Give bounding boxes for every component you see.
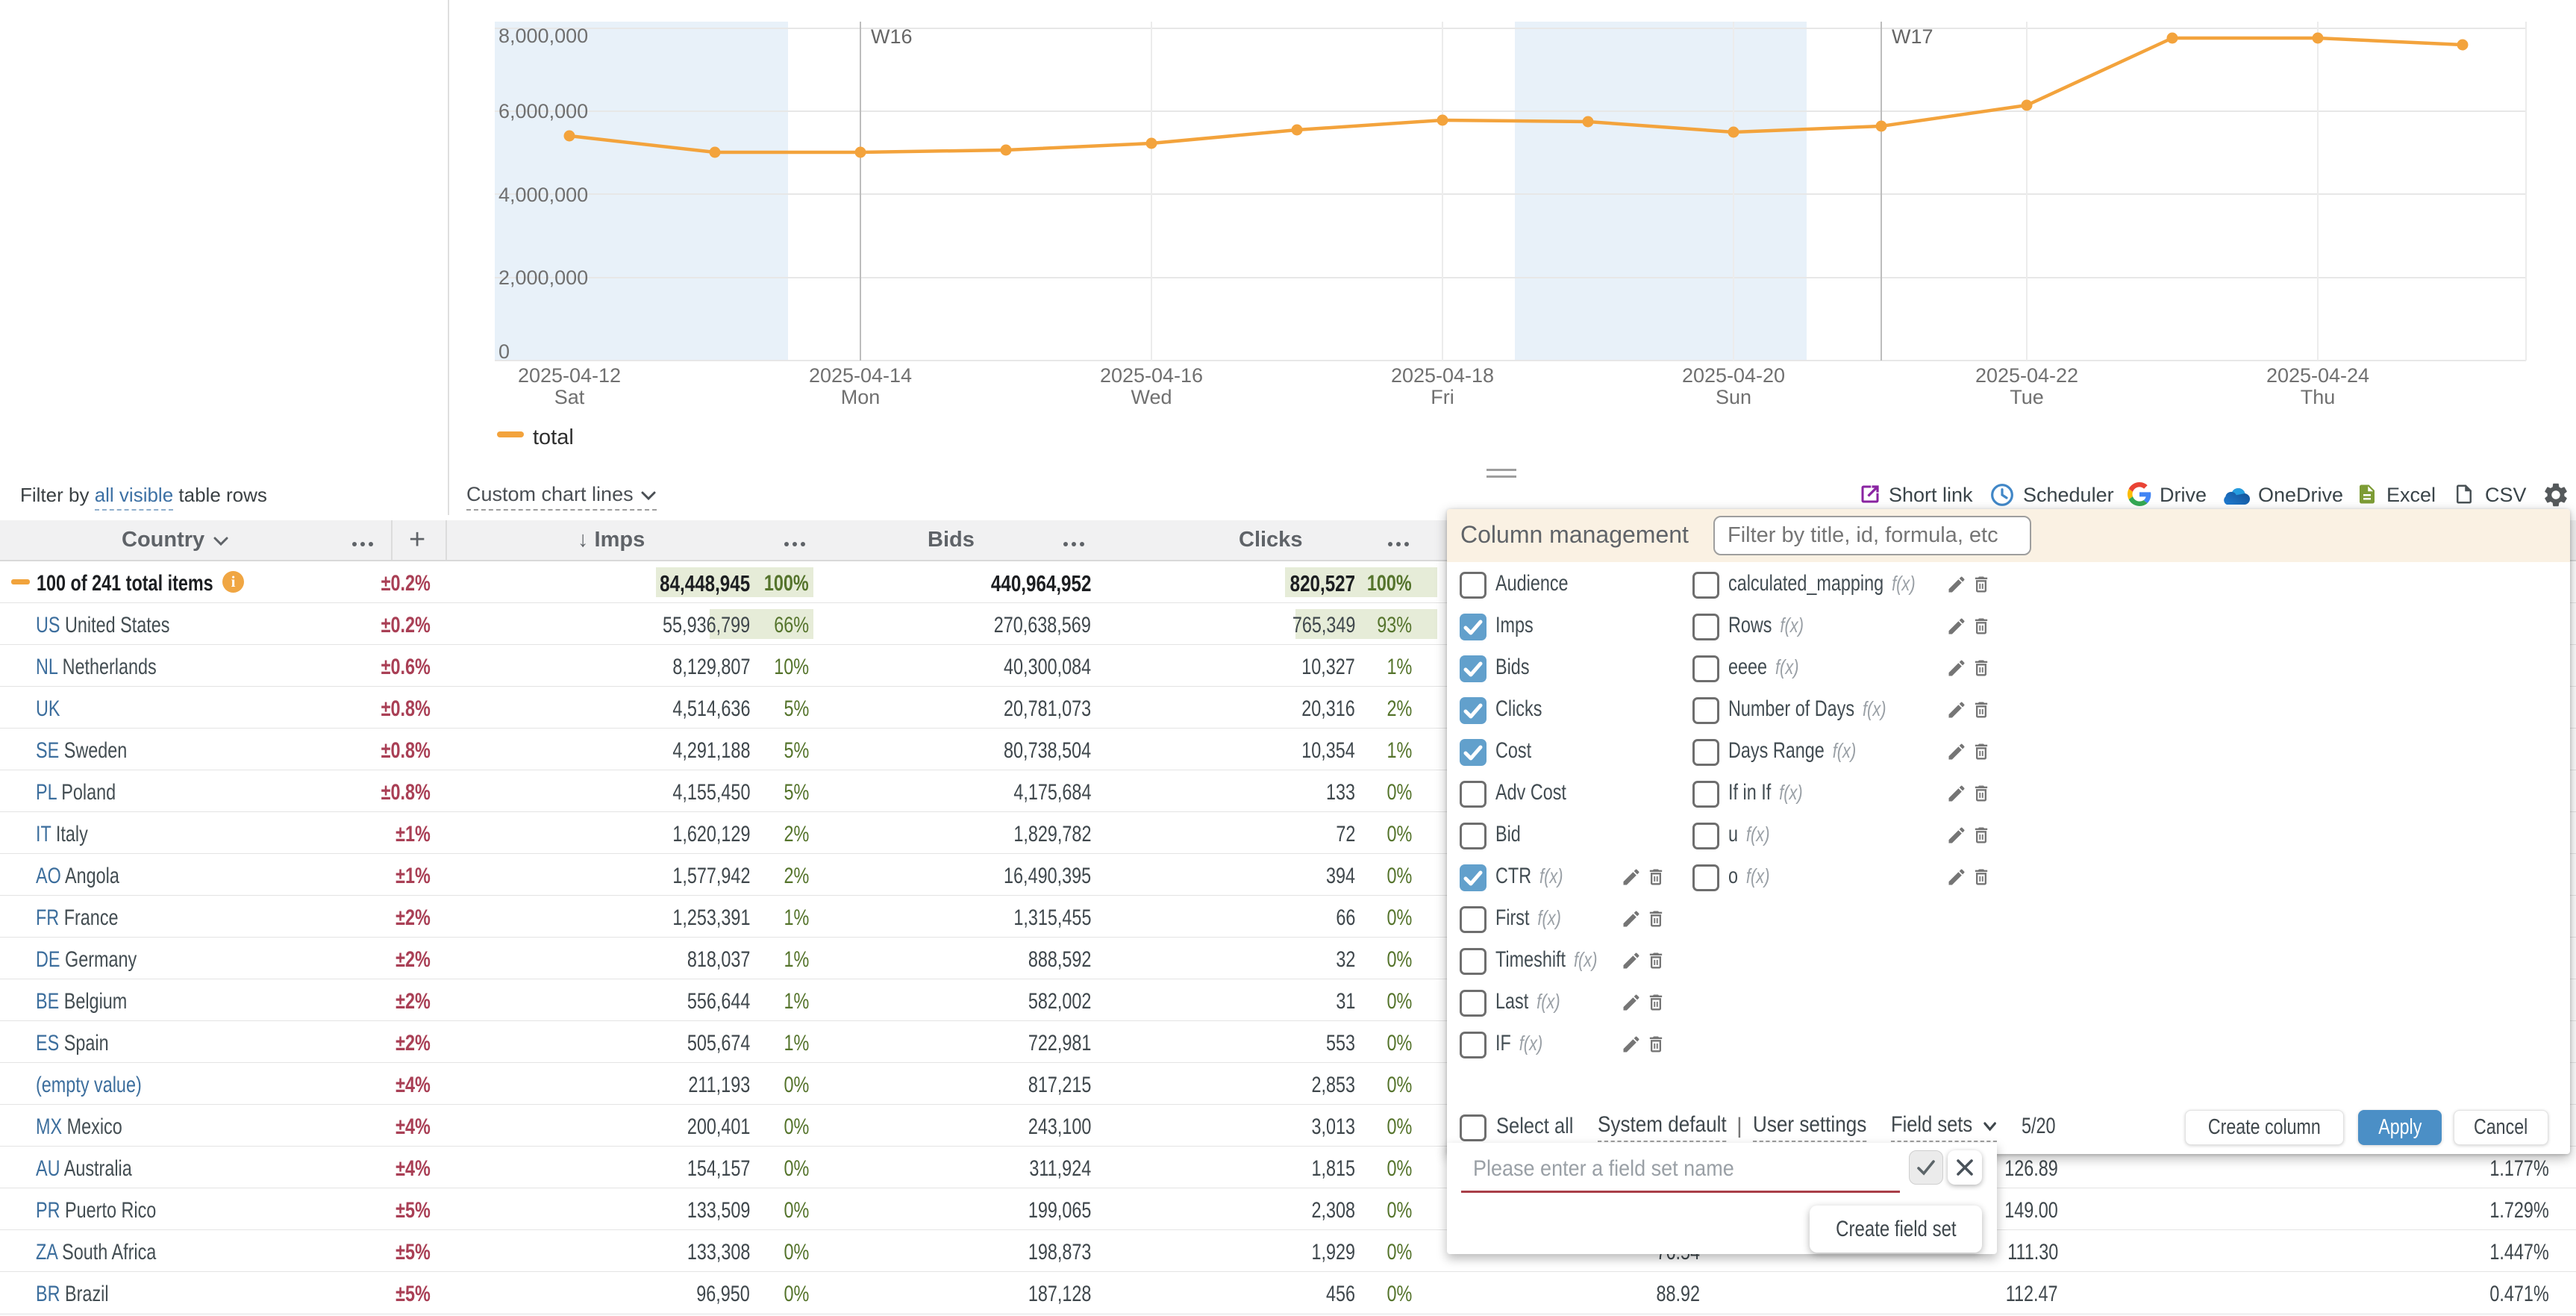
svg-text:2025-04-12: 2025-04-12 [518, 364, 621, 387]
svg-text:2,000,000: 2,000,000 [498, 266, 588, 289]
svg-text:6,000,000: 6,000,000 [498, 100, 588, 122]
svg-text:Thu: Thu [2301, 386, 2336, 408]
svg-text:2025-04-16: 2025-04-16 [1100, 364, 1203, 387]
svg-text:4,000,000: 4,000,000 [498, 184, 588, 206]
svg-text:2025-04-22: 2025-04-22 [1975, 364, 2078, 387]
svg-text:Sat: Sat [554, 386, 585, 408]
svg-text:8,000,000: 8,000,000 [498, 25, 588, 47]
svg-text:W17: W17 [1892, 25, 1933, 48]
svg-text:0: 0 [498, 340, 510, 363]
svg-text:Fri: Fri [1431, 386, 1454, 408]
svg-text:Tue: Tue [2010, 386, 2044, 408]
svg-text:2025-04-18: 2025-04-18 [1391, 364, 1494, 387]
svg-text:total: total [533, 425, 574, 449]
svg-text:Mon: Mon [841, 386, 881, 408]
svg-text:W16: W16 [871, 25, 913, 48]
svg-text:Sun: Sun [1716, 386, 1751, 408]
svg-text:2025-04-20: 2025-04-20 [1682, 364, 1785, 387]
svg-text:Wed: Wed [1131, 386, 1172, 408]
svg-text:2025-04-24: 2025-04-24 [2266, 364, 2369, 387]
svg-text:2025-04-14: 2025-04-14 [809, 364, 912, 387]
